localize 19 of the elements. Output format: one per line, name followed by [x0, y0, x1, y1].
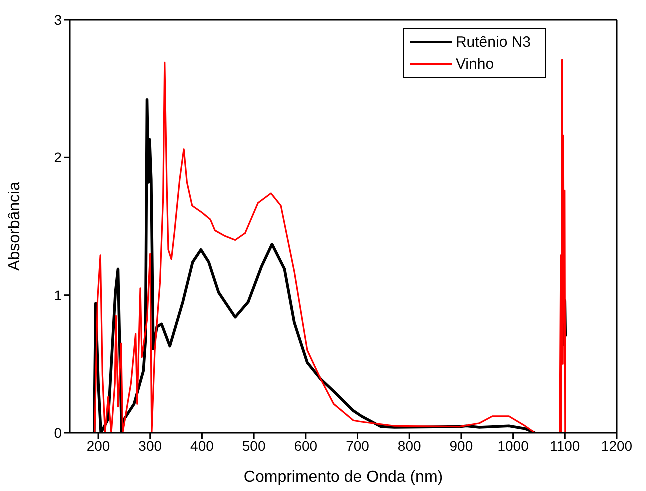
y-tick-label: 0 [54, 424, 62, 441]
legend-label: Vinho [456, 56, 494, 72]
x-tick-label: 300 [138, 438, 162, 454]
legend-label: Rutênio N3 [456, 34, 531, 50]
y-tick-label: 1 [54, 287, 62, 304]
x-tick-label: 900 [450, 438, 474, 454]
y-tick-label: 3 [54, 12, 62, 28]
x-tick-label: 1000 [498, 438, 530, 454]
x-tick-label: 600 [294, 438, 318, 454]
x-tick-label: 1100 [550, 438, 580, 454]
x-axis-title: Comprimento de Onda (nm) [244, 469, 444, 486]
y-tick-label: 2 [54, 150, 62, 166]
x-tick-label: 200 [86, 438, 110, 454]
y-axis-title: Absorbância [6, 182, 24, 271]
x-tick-label: 700 [346, 438, 370, 454]
x-tick-label: 800 [398, 438, 422, 454]
x-tick-label: 500 [242, 438, 266, 454]
x-tick-label: 400 [190, 438, 214, 454]
x-tick-label: 1200 [601, 438, 633, 454]
